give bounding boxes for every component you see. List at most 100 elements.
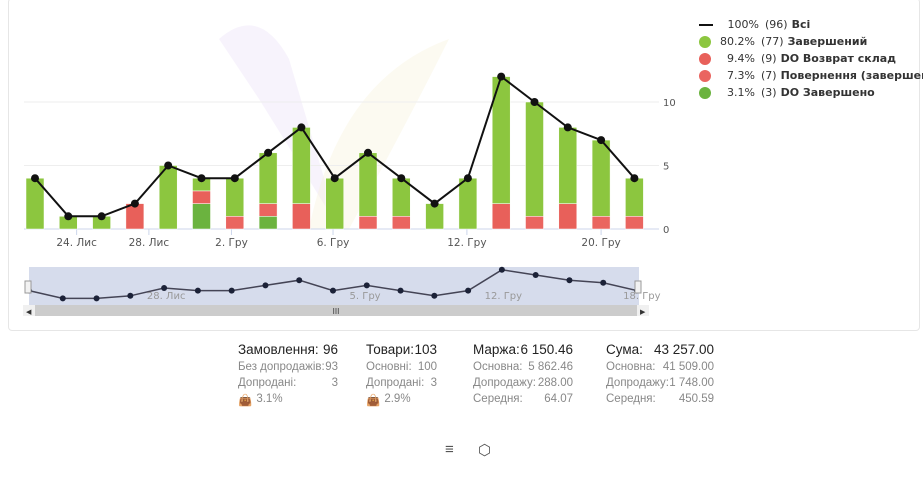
navigator-point: [498, 266, 505, 273]
total-point: [397, 174, 406, 183]
box-icon[interactable]: ⬡: [478, 442, 492, 459]
navigator-point: [228, 287, 235, 294]
stat-label: Без допродажів:: [238, 361, 325, 373]
legend-name: Завершений: [787, 35, 868, 48]
bar-segment: [558, 127, 578, 204]
legend-pct: 9.4%: [727, 52, 755, 65]
legend-marker-icon: [699, 69, 711, 82]
bar-segment: [525, 101, 544, 217]
total-point: [230, 174, 239, 183]
stat-value: 93: [325, 361, 338, 373]
list-sort-icon[interactable]: ≡: [445, 441, 454, 458]
orders-stats: Замовлення: 96 Без допродажів: 93 Допродан…: [238, 342, 338, 409]
sum-label: Сума:: [606, 342, 643, 357]
legend-item[interactable]: 80.2% (77) Завершений: [699, 33, 923, 50]
total-point: [297, 123, 306, 132]
stat-value: 41 509.00: [662, 361, 714, 373]
navigator-point: [397, 287, 404, 294]
bar-segment: [258, 203, 278, 217]
navigator-handle-left[interactable]: [24, 280, 32, 294]
stat-value: 1 748.00: [669, 377, 714, 389]
legend-item[interactable]: 9.4% (9) DO Возврат склад: [699, 50, 923, 67]
margin-value: 6 150.46: [520, 342, 573, 357]
stat-label: Основна:: [606, 361, 656, 373]
legend-count: (77): [761, 35, 784, 48]
bar-segment: [558, 203, 578, 230]
bar-segment: [325, 177, 344, 230]
y-tick-label: 0: [663, 225, 669, 236]
stat-label: Середня:: [473, 393, 523, 405]
stat-value: 450.59: [678, 393, 714, 405]
total-point: [463, 174, 472, 183]
navigator-selection: [29, 267, 639, 305]
goods-value: 103: [414, 342, 437, 357]
legend-item[interactable]: 100% (96) Всі: [699, 16, 923, 33]
goods-label: Товари:: [366, 342, 415, 357]
stat-value: 3: [430, 377, 437, 389]
total-point: [563, 123, 572, 132]
legend-marker-icon: [699, 35, 711, 48]
navigator-handle-right[interactable]: [634, 280, 642, 294]
legend-pct: 3.1%: [727, 86, 755, 99]
bar-segment: [192, 190, 211, 204]
stat-value: 100: [417, 361, 437, 373]
stat-label: Допродажу:: [473, 377, 536, 389]
bar-segment: [258, 216, 278, 230]
x-tick-label: 2. Гру: [215, 237, 248, 249]
navigator-point: [262, 282, 269, 289]
total-point: [164, 161, 173, 170]
bar-segment: [392, 216, 411, 230]
bag-percent-icon: 👜: [366, 395, 381, 407]
total-point: [530, 98, 539, 106]
navigator-point: [363, 282, 370, 289]
legend-count: (9): [761, 52, 777, 65]
navigator-point: [532, 272, 539, 278]
bar-segment: [625, 177, 644, 217]
navigator-point: [194, 287, 201, 294]
stat-value: 288.00: [537, 377, 573, 389]
bar-segment: [625, 216, 644, 230]
total-point: [364, 148, 372, 157]
orders-value: 96: [322, 342, 338, 357]
bar-segment: [525, 216, 544, 230]
total-point: [31, 174, 39, 183]
stat-label: Допродані:: [366, 377, 425, 389]
bar-segment: [258, 152, 278, 204]
bar-segment: [225, 216, 245, 230]
legend-item[interactable]: 3.1% (3) DO Завершено: [699, 84, 923, 101]
navigator-tick-label: 28. Лис: [147, 291, 186, 302]
navigator-point: [161, 285, 168, 291]
navigator-point: [127, 292, 134, 299]
total-point: [597, 136, 606, 145]
bar-segment: [358, 152, 378, 217]
legend-name: Всі: [791, 18, 811, 31]
x-tick-label: 20. Гру: [581, 237, 620, 249]
y-tick-label: 5: [663, 162, 669, 173]
stat-value: 5 862.46: [528, 361, 573, 373]
goods-stats: Товари: 103 Основні: 100 Допродані: 3 👜 2.9%: [366, 342, 437, 409]
bag-percent-icon: 👜: [238, 395, 253, 407]
total-point: [497, 72, 506, 81]
navigator-tick-label: 5. Гру: [350, 291, 381, 302]
navigator-tick-label: 12. Гру: [485, 291, 523, 302]
total-point: [330, 174, 339, 183]
legend-marker-icon: [699, 86, 711, 99]
bar-segment: [591, 216, 611, 230]
navigator-point: [59, 295, 66, 302]
legend-pct: 80.2%: [720, 35, 755, 48]
total-point: [630, 174, 639, 183]
stat-label: Середня:: [606, 393, 656, 405]
navigator-point: [465, 287, 472, 294]
scrollbar-grip-icon: III: [333, 307, 340, 316]
x-tick-label: 6. Гру: [317, 237, 350, 249]
y-tick-label: 10: [663, 98, 676, 109]
legend-pct: 7.3%: [727, 69, 755, 82]
stat-value: 64.07: [544, 393, 573, 405]
x-tick-label: 24. Лис: [56, 237, 97, 249]
stat-label: Основні:: [366, 361, 412, 373]
total-point: [197, 174, 206, 183]
bar-segment: [292, 203, 311, 230]
scrollbar-thumb[interactable]: [35, 305, 637, 316]
legend-item[interactable]: 7.3% (7)Повернення (завершений): [699, 67, 923, 84]
margin-stats: Маржа: 6 150.46 Основна: 5 862.46 Допродаж…: [473, 342, 573, 409]
